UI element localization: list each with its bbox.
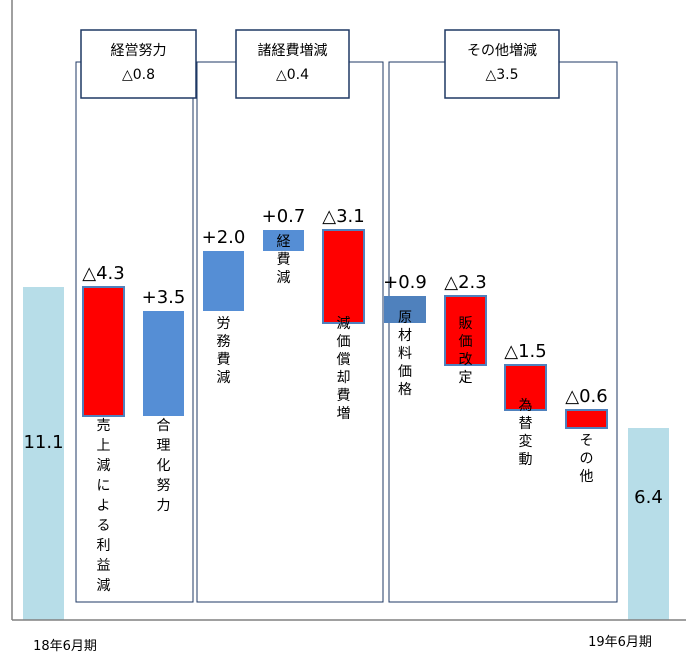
group-total: △0.8 [122,67,155,83]
step-category-label: その他 [580,433,594,485]
group-total: △0.4 [276,67,309,83]
end-period-label: 19年6月期 [588,635,652,650]
step-value-label: △1.5 [504,341,546,362]
group-total: △3.5 [485,67,518,83]
step-category-label: 販価改定 [459,316,473,386]
group-header-box [80,29,197,99]
start-period-label: 18年6月期 [33,639,97,654]
step-bar [263,230,304,251]
step-value-label: +3.5 [142,287,186,308]
step-category-label: 減価償却費増 [337,315,351,422]
end-value-label: 6.4 [634,487,663,508]
group-title: 諸経費増減 [258,42,328,59]
step-value-label: +0.7 [262,206,306,227]
step-value-label: +0.9 [383,272,427,293]
group-frame [388,61,618,603]
step-bar [143,311,184,416]
step-bar [384,296,426,323]
start-value-label: 11.1 [23,432,63,453]
step-bar [504,364,547,411]
step-value-label: △4.3 [82,263,124,284]
step-value-label: △0.6 [565,386,607,407]
step-value-label: +2.0 [202,227,246,248]
step-category-label: 労務費減 [217,316,231,386]
step-bar [444,295,487,366]
step-bar [322,229,365,324]
step-category-label: 原材料価格 [398,310,412,398]
start-bar [23,287,64,620]
step-category-label: 合理化努力 [157,418,171,514]
group-header-box [235,29,350,99]
group-title: その他増減 [467,42,537,59]
step-bar [203,251,244,311]
group-header-box [444,29,560,99]
group-frame [196,61,384,603]
step-category-label: 為替変動 [519,398,533,468]
step-bar [82,286,125,417]
end-bar [628,428,669,620]
step-category-label: 経費減 [277,234,291,286]
step-category-label: 売上減による利益減 [97,418,111,594]
group-title: 経営努力 [111,43,167,59]
step-value-label: △2.3 [444,272,486,293]
step-bar [565,409,608,429]
step-value-label: △3.1 [322,206,364,227]
